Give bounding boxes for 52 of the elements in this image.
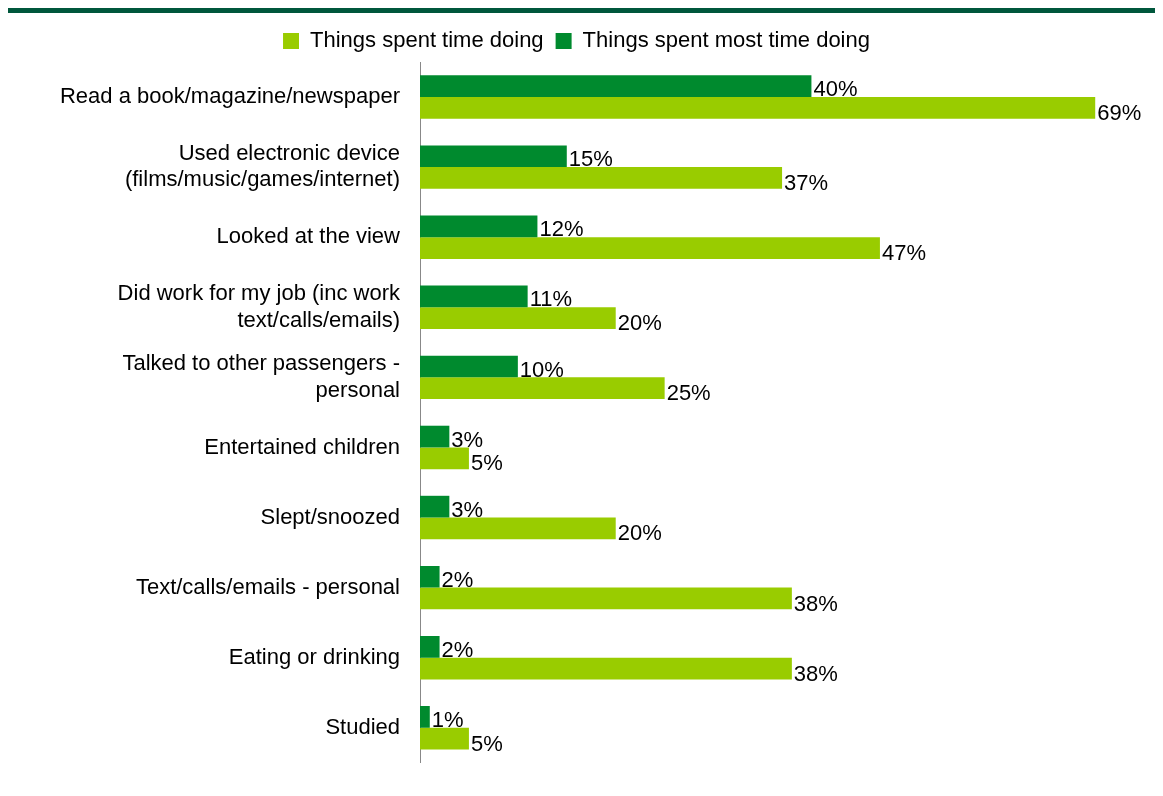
legend-label: Things spent most time doing: [582, 27, 870, 53]
data-label: 11%: [529, 286, 573, 312]
bar: [420, 565, 440, 588]
bar: [420, 285, 528, 308]
bar: [420, 377, 665, 400]
data-label: 20%: [617, 520, 662, 546]
bar: [420, 517, 616, 540]
bar: [420, 355, 518, 378]
y-tick-label: Looked at the view: [216, 223, 401, 249]
data-label: 38%: [793, 590, 838, 616]
data-label: 20%: [617, 310, 662, 336]
data-label: 2%: [441, 636, 474, 662]
bar: [420, 495, 450, 518]
y-tick-label: Did work for my job (inc work text/calls/emails): [117, 280, 401, 332]
bar: [420, 587, 792, 610]
bar: [420, 635, 440, 658]
data-label: 47%: [881, 240, 926, 266]
y-tick-label: Slept/snoozed: [260, 503, 400, 529]
data-label: 5%: [470, 730, 503, 756]
bar: [420, 425, 450, 448]
bar: [420, 307, 616, 330]
bar: [420, 75, 812, 98]
bar: [420, 97, 1096, 119]
bar: [420, 215, 538, 238]
bar: [420, 727, 469, 750]
y-tick-label: Entertained children: [204, 433, 400, 459]
data-label: 3%: [451, 496, 484, 522]
data-label: 25%: [666, 380, 711, 406]
y-tick-label: Studied: [325, 713, 400, 739]
bar: [420, 145, 567, 168]
bar: [420, 706, 430, 728]
data-label: 5%: [470, 450, 503, 476]
bar: [420, 657, 792, 680]
y-tick-label: Talked to other passengers - personal: [122, 350, 400, 402]
data-label: 69%: [1097, 99, 1142, 125]
data-label: 10%: [519, 356, 564, 382]
y-tick-label: Read a book/magazine/newspaper: [59, 83, 400, 109]
data-label: 40%: [813, 76, 858, 102]
y-tick-label: Eating or drinking: [228, 643, 400, 669]
bar: [420, 167, 783, 189]
y-tick-label: Text/calls/emails - personal: [135, 573, 400, 599]
data-label: 15%: [568, 146, 613, 172]
bar: [420, 447, 469, 470]
legend-label: Things spent time doing: [310, 27, 544, 53]
data-label: 38%: [793, 660, 838, 686]
y-tick-label: Used electronic device (films/music/games/internet): [124, 139, 400, 192]
data-label: 1%: [431, 706, 464, 732]
bar: [420, 237, 880, 259]
data-label: 37%: [784, 170, 829, 196]
data-label: 3%: [451, 426, 484, 452]
data-label: 12%: [539, 216, 584, 242]
data-label: 2%: [441, 566, 474, 592]
